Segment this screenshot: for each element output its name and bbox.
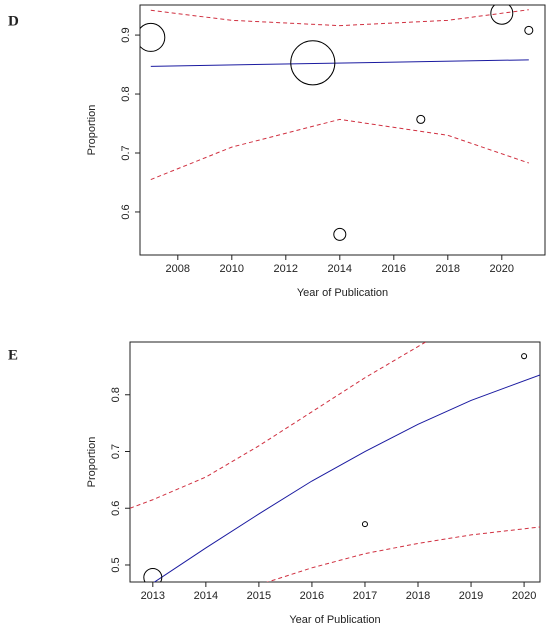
fit-line xyxy=(150,59,529,67)
x-tick-label: 2014 xyxy=(194,590,218,602)
study-bubble xyxy=(333,227,347,241)
x-tick-label: 2012 xyxy=(274,263,298,275)
y-tick-label: 0.7 xyxy=(110,444,122,459)
panel-label: D xyxy=(8,13,19,29)
x-tick-label: 2016 xyxy=(382,263,406,275)
x-tick-label: 2018 xyxy=(406,590,430,602)
study-bubble xyxy=(143,567,163,582)
x-tick-label: 2014 xyxy=(328,263,352,275)
x-tick-label: 2019 xyxy=(459,590,483,602)
ci-line xyxy=(150,118,529,180)
study-bubble xyxy=(140,22,166,52)
study-bubble xyxy=(521,353,528,360)
study-bubble xyxy=(490,5,514,25)
panel-label: E xyxy=(8,347,18,363)
x-tick-label: 2008 xyxy=(166,263,190,275)
fit-line xyxy=(153,374,540,582)
x-tick-label: 2017 xyxy=(353,590,377,602)
plot-area xyxy=(140,5,534,241)
study-bubble xyxy=(290,40,336,86)
x-tick-label: 2013 xyxy=(141,590,165,602)
plot-area xyxy=(130,342,540,582)
study-bubble xyxy=(416,114,426,124)
study-bubble xyxy=(524,25,534,35)
y-axis-label: Proportion xyxy=(86,437,98,488)
x-axis-label: Year of Publication xyxy=(289,614,380,626)
x-axis-label: Year of Publication xyxy=(297,287,388,299)
x-tick-label: 2018 xyxy=(436,263,460,275)
y-tick-label: 0.8 xyxy=(120,86,132,101)
ci-line xyxy=(130,342,427,509)
plot-frame xyxy=(139,4,546,256)
y-tick-label: 0.9 xyxy=(120,27,132,42)
ci-line xyxy=(266,526,540,582)
study-bubble xyxy=(361,521,368,528)
x-tick-label: 2020 xyxy=(512,590,536,602)
y-tick-label: 0.6 xyxy=(120,204,132,219)
y-tick-label: 0.7 xyxy=(120,145,132,160)
y-tick-label: 0.8 xyxy=(110,387,122,402)
x-tick-label: 2015 xyxy=(247,590,271,602)
y-axis-label: Proportion xyxy=(86,105,98,156)
y-tick-label: 0.6 xyxy=(110,501,122,516)
y-tick-label: 0.5 xyxy=(110,557,122,572)
plot-frame xyxy=(129,341,541,583)
x-tick-label: 2020 xyxy=(490,263,514,275)
x-tick-label: 2016 xyxy=(300,590,324,602)
x-tick-label: 2010 xyxy=(220,263,244,275)
ci-line xyxy=(150,9,529,27)
